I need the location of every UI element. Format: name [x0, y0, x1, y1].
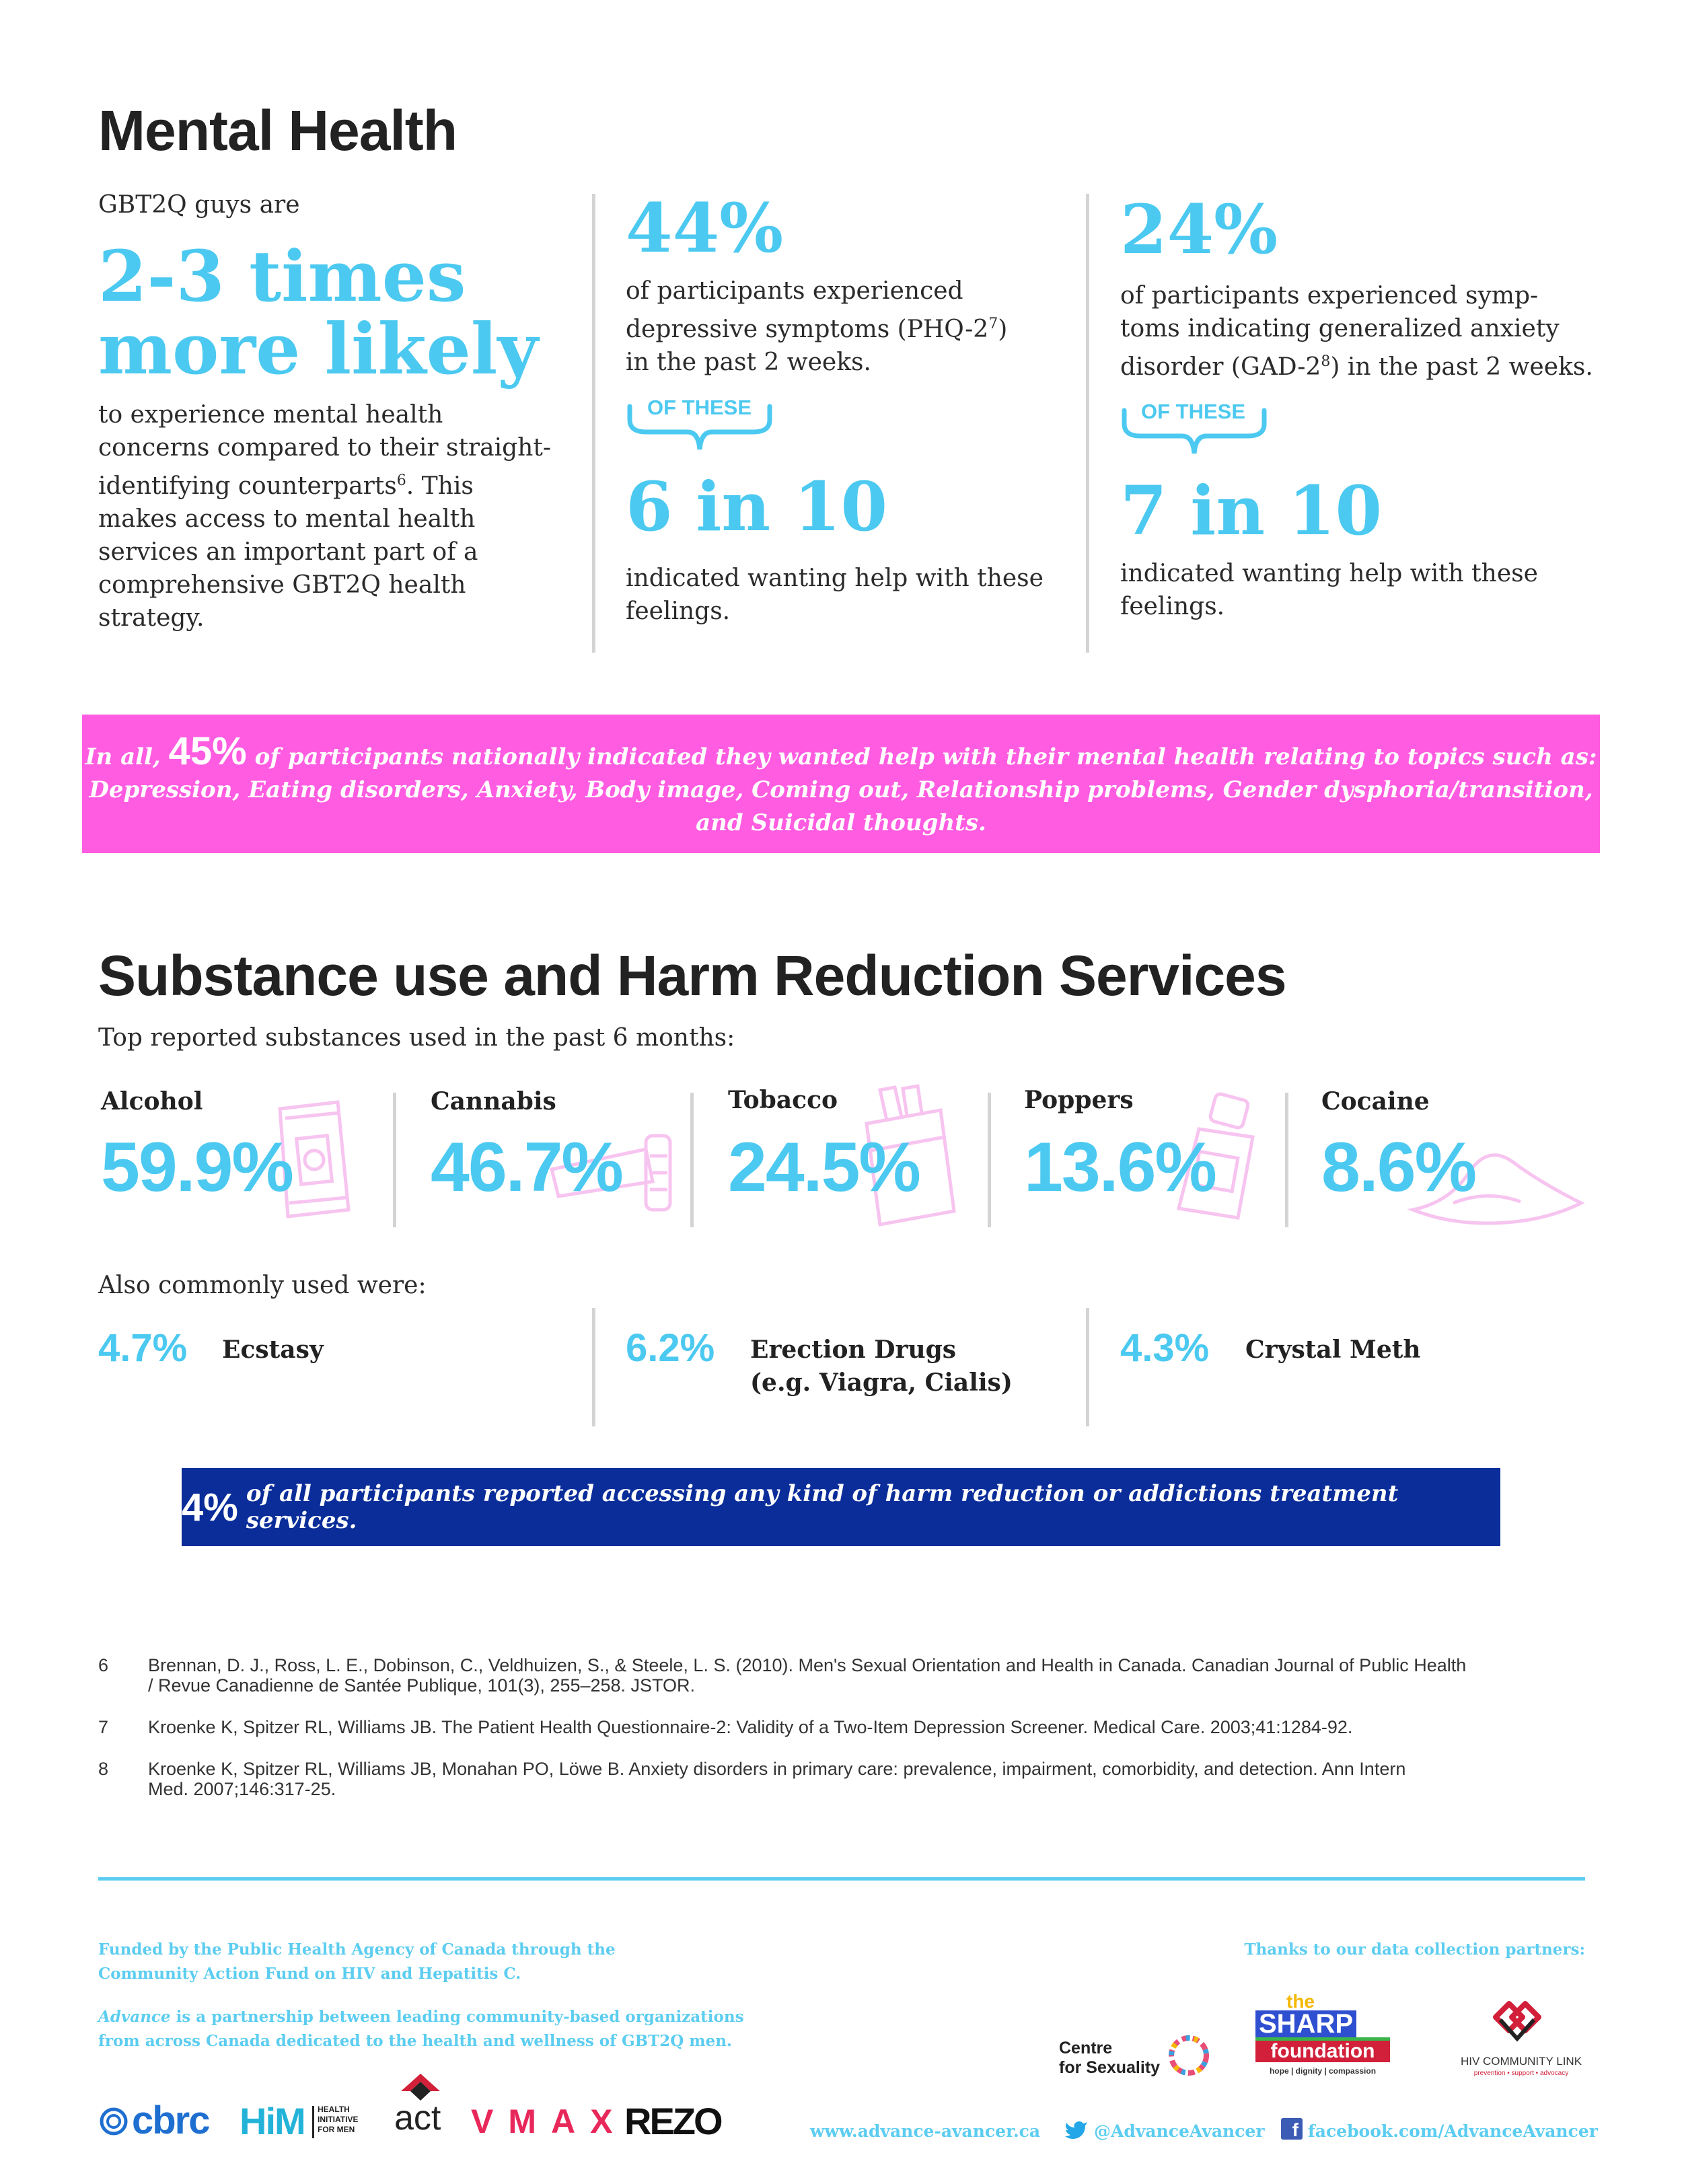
substance-value-alcohol: 59.9%: [101, 1128, 294, 1206]
cigarette-pack-icon: [865, 1084, 956, 1227]
harm-reduction-banner: 4% of all participants reported accessin…: [182, 1468, 1500, 1546]
cbrc-logo: cbrc: [132, 2099, 211, 2142]
him-logo-subtitle: HEALTH INITIATIVE FOR MEN: [318, 2105, 359, 2134]
column-divider: [592, 194, 595, 653]
also-divider: [1086, 1308, 1089, 1426]
also-label-crystal-meth: Crystal Meth: [1245, 1336, 1421, 1364]
banner-4-pct: 4%: [182, 1485, 238, 1529]
intro-body-line: to experience mental health: [98, 401, 443, 429]
banner-line3: and Suicidal thoughts.: [696, 809, 986, 836]
reference-number: 7: [98, 1717, 109, 1737]
hiv-community-link-icon: [1493, 2001, 1541, 2042]
act-logo: act: [394, 2099, 441, 2138]
reference-7: Kroenke K, Spitzer RL, Williams JB. The …: [148, 1717, 1353, 1737]
substance-value-cannabis: 46.7%: [431, 1128, 624, 1206]
intro-body-line: identifying counterparts6. This: [98, 472, 474, 500]
ratio-6-in-10: 6 in 10: [626, 467, 888, 546]
substance-label-alcohol: Alcohol: [101, 1087, 203, 1116]
also-value-erection-drugs: 6.2%: [626, 1326, 715, 1370]
banner-45-pct: 45%: [168, 729, 247, 773]
footnote-ref-7[interactable]: 7: [988, 316, 998, 332]
him-logo: HiM: [240, 2100, 306, 2142]
substance-divider: [988, 1093, 991, 1227]
drink-can-icon: [278, 1100, 351, 1218]
substance-label-tobacco: Tobacco: [728, 1086, 838, 1114]
intro-body-line: makes access to mental health: [98, 505, 476, 533]
brace-icon: [1122, 408, 1267, 454]
substance-value-cocaine: 8.6%: [1321, 1128, 1477, 1206]
hiv-community-link-name: HIV COMMUNITY LINK: [1460, 2055, 1582, 2068]
twitter-link[interactable]: @AdvanceAvancer: [1094, 2121, 1265, 2141]
banner-line2: Depression, Eating disorders, Anxiety, B…: [89, 776, 1593, 803]
reference-6: Brennan, D. J., Ross, L. E., Dobinson, C…: [148, 1655, 1467, 1696]
mental-health-title: Mental Health: [98, 99, 458, 162]
also-divider: [592, 1308, 595, 1426]
intro-body-line: comprehensive GBT2Q health: [98, 571, 466, 599]
intro-body-line: strategy.: [98, 604, 205, 632]
substance-value-poppers: 13.6%: [1024, 1128, 1217, 1206]
funded-by-text: Funded by the Public Health Agency of Ca…: [98, 1940, 616, 1983]
twitter-icon: [1065, 2121, 1087, 2139]
headline-line1: 2-3 times: [98, 235, 466, 318]
of-these-label: OF THESE: [1141, 400, 1246, 423]
centre-for-sexuality-logo: Centre for Sexuality: [1059, 2039, 1161, 2077]
footnote-ref-8[interactable]: 8: [1321, 353, 1331, 370]
substance-subtitle: Top reported substances used in the past…: [98, 1024, 735, 1052]
intro-body: to experience mental health concerns com…: [98, 398, 596, 634]
rezo-logo: REZO: [624, 2100, 723, 2142]
stat-24-value: 24%: [1120, 190, 1278, 269]
intro-text: GBT2Q guys are: [98, 191, 300, 219]
him-logo-divider: [312, 2106, 314, 2138]
substance-value-tobacco: 24.5%: [728, 1128, 921, 1206]
stat-24-followup: indicated wanting help with these feelin…: [1120, 560, 1538, 620]
thanks-partners-text: Thanks to our data collection partners:: [1244, 1940, 1585, 1959]
intro-body-line: concerns compared to their straight-: [98, 434, 551, 462]
also-value-crystal-meth: 4.3%: [1120, 1326, 1210, 1370]
powder-pile-icon: [1407, 1153, 1585, 1225]
banner-line1: In all, 45% of participants nationally i…: [85, 729, 1597, 773]
harm-reduction-text: of all participants reported accessing a…: [246, 1480, 1399, 1534]
cbrc-logo-icon: [100, 2107, 128, 2136]
mental-health-banner: In all, 45% of participants nationally i…: [82, 715, 1600, 853]
substance-divider: [1285, 1093, 1288, 1227]
of-these-label: OF THESE: [647, 396, 752, 419]
reference-number: 8: [98, 1759, 109, 1779]
reference-8: Kroenke K, Spitzer RL, Williams JB, Mona…: [148, 1759, 1406, 1799]
facebook-icon: f: [1281, 2118, 1303, 2140]
substance-title: Substance use and Harm Reduction Service…: [98, 944, 1287, 1007]
substance-label-cocaine: Cocaine: [1321, 1087, 1430, 1116]
also-label-erection-drugs: Erection Drugs (e.g. Viagra, Cialis): [750, 1336, 1013, 1397]
reference-number: 6: [98, 1655, 109, 1675]
substance-label-poppers: Poppers: [1024, 1086, 1134, 1114]
hiv-community-link-tagline: prevention • support • advocacy: [1473, 2070, 1569, 2077]
centre-for-sexuality-ring-icon: [1169, 2035, 1209, 2076]
website-link[interactable]: www.advance-avancer.ca: [810, 2121, 1041, 2141]
also-value-ecstasy: 4.7%: [98, 1326, 188, 1370]
substance-label-cannabis: Cannabis: [431, 1087, 556, 1116]
brace-icon: [627, 404, 772, 450]
footnote-ref-6[interactable]: 6: [396, 472, 406, 489]
ratio-7-in-10: 7 in 10: [1120, 471, 1383, 550]
joint-icon: [549, 1134, 672, 1212]
stat-44-description: of participants experienced depressive s…: [626, 277, 1008, 376]
facebook-link[interactable]: facebook.com/AdvanceAvancer: [1308, 2121, 1598, 2141]
headline-line2: more likely: [98, 307, 538, 390]
column-divider: [1086, 194, 1089, 653]
stat-44-followup: indicated wanting help with these feelin…: [626, 565, 1044, 625]
stat-24-description: of participants experienced symp- toms i…: [1120, 282, 1593, 381]
act-logo-icon: [401, 2074, 440, 2101]
vmax-logo: VMAX: [471, 2103, 628, 2140]
poppers-bottle-icon: [1176, 1092, 1255, 1220]
also-used-title: Also commonly used were:: [98, 1272, 427, 1299]
footer-divider: [98, 1877, 1585, 1881]
stat-44-value: 44%: [626, 188, 784, 268]
also-label-ecstasy: Ecstasy: [222, 1336, 324, 1364]
intro-body-line: services an important part of a: [98, 538, 478, 566]
substance-divider: [393, 1093, 396, 1227]
sharp-foundation-logo: the SHARP foundation hope | dignity | co…: [1255, 1992, 1390, 2076]
advance-partnership-text: Advance is a partnership between leading…: [98, 2008, 744, 2050]
substance-divider: [690, 1093, 694, 1227]
